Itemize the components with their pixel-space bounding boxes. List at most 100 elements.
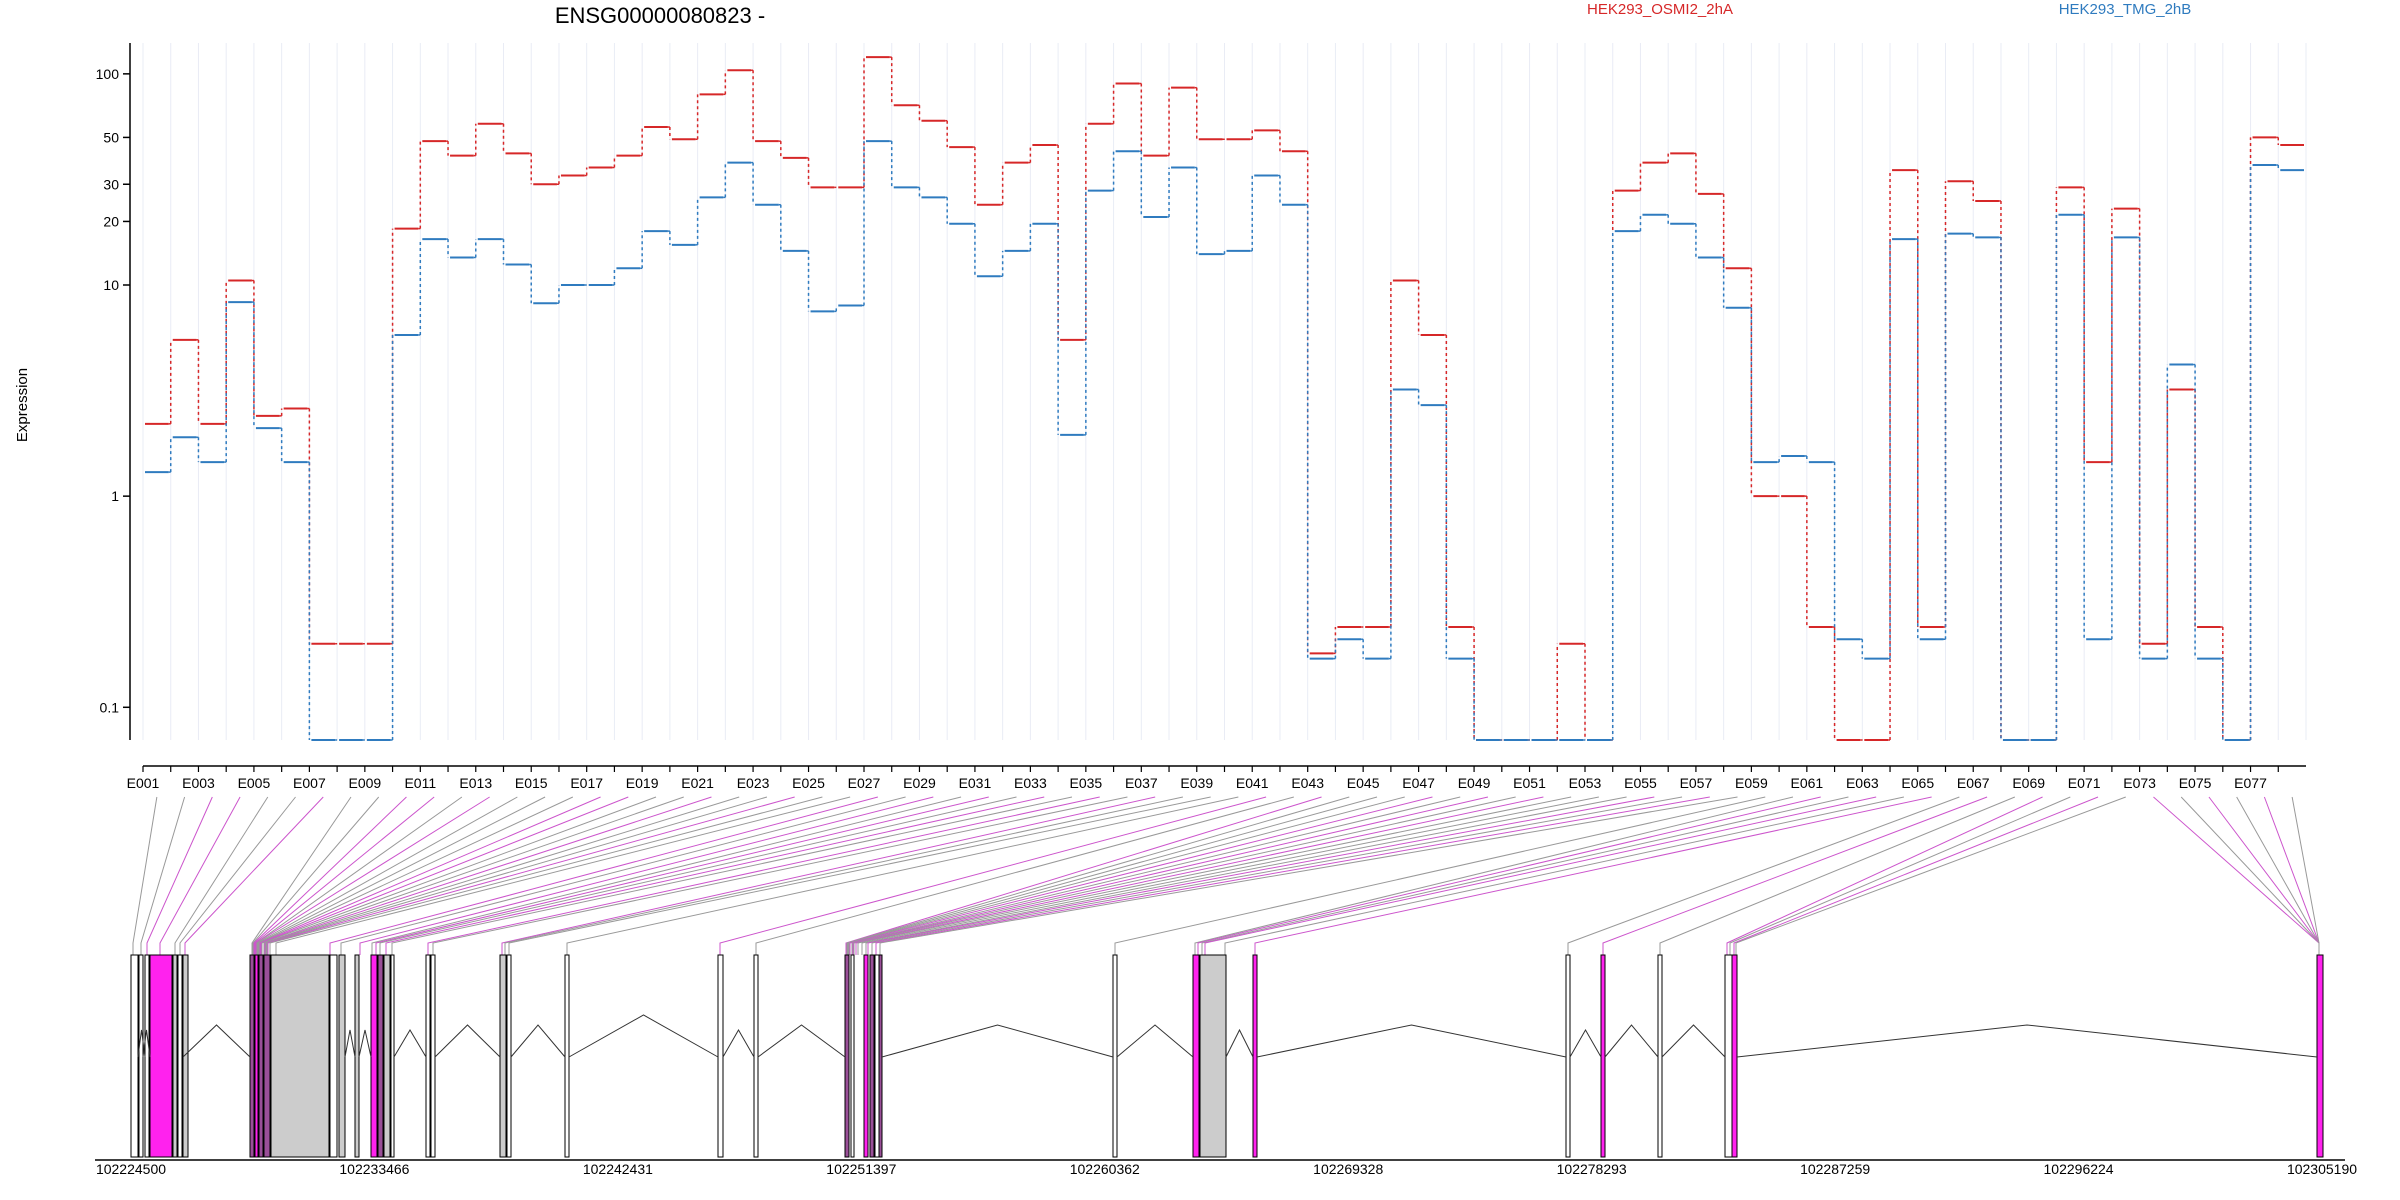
chart-title: ENSG00000080823 -	[555, 3, 765, 28]
x-tick-label: E017	[570, 775, 603, 791]
exon-box	[182, 954, 189, 1158]
y-axis-label: Expression	[14, 368, 31, 442]
x-tick-label: E013	[459, 775, 492, 791]
exon-box	[249, 954, 255, 1158]
exon-connector-line	[1114, 796, 1766, 955]
intron-line	[1661, 1024, 1726, 1058]
exon-connector-line	[427, 796, 1100, 955]
intron-line	[358, 1029, 372, 1058]
exon-box	[863, 954, 869, 1158]
exon-connector-line	[267, 796, 795, 955]
exon-connector-line	[252, 796, 380, 955]
intron-line	[434, 1024, 501, 1058]
exon-connector-line	[371, 796, 962, 955]
exon-box	[144, 954, 150, 1158]
exon-connector-line	[508, 796, 1211, 955]
exon-connector-line	[852, 796, 1489, 955]
genomic-position-label: 102296224	[2044, 1161, 2114, 1177]
exon-connector-line	[2208, 796, 2320, 955]
exon-box	[138, 954, 144, 1158]
exon-box	[425, 954, 431, 1158]
intron-line	[182, 1024, 251, 1058]
exon-connector-line	[1197, 796, 1821, 955]
exon-connector-line	[845, 796, 1322, 955]
legend-label-series-b: HEK293_TMG_2hB	[2059, 1, 2192, 18]
genomic-position-label: 102224500	[96, 1161, 166, 1177]
axis-layer: 0.1 1 10 20 30 50 100 E001 E003 E005 E007 E009 E011 E…	[96, 43, 2306, 791]
genomic-position-label: 102233466	[339, 1161, 409, 1177]
exon-connector-line	[359, 796, 934, 955]
exon-connector-line	[1726, 796, 2043, 955]
x-tick-label: E057	[1680, 775, 1713, 791]
x-tick-label: E011	[404, 775, 436, 791]
exon-connector-line	[184, 796, 324, 955]
genomic-position-label: 102269328	[1313, 1161, 1383, 1177]
y-tick-label: 20	[103, 213, 119, 229]
x-tick-label: E053	[1569, 775, 1602, 791]
exon-box	[383, 954, 391, 1158]
exon-connector-line	[855, 796, 1544, 955]
exon-box	[874, 954, 880, 1158]
intron-line	[344, 1029, 356, 1058]
exon-connector-line	[253, 796, 407, 955]
exon-connector-line	[259, 796, 601, 955]
x-tick-label: E007	[293, 775, 326, 791]
exon-box	[263, 954, 271, 1158]
series-layer	[145, 56, 2304, 741]
exon-box	[878, 954, 883, 1158]
intron-line	[1256, 1024, 1567, 1058]
exon-connector-line	[875, 796, 1710, 955]
exon-connector-line	[391, 796, 1073, 955]
exon-connector-line	[1204, 796, 1877, 955]
x-tick-label: E037	[1125, 775, 1158, 791]
exon-connector-line	[275, 796, 851, 955]
x-tick-label: E049	[1458, 775, 1491, 791]
exon-connector-line	[501, 796, 1156, 955]
exon-connector-line	[269, 796, 823, 955]
genomic-position-label: 102260362	[1070, 1161, 1140, 1177]
exon-connector-line	[264, 796, 712, 955]
exon-box	[753, 954, 759, 1158]
x-tick-label: E061	[1790, 775, 1823, 791]
exon-connector-line	[260, 796, 629, 955]
x-tick-label: E021	[681, 775, 714, 791]
y-tick-label: 0.1	[100, 699, 120, 715]
exon-box	[430, 954, 436, 1158]
exon-box	[329, 954, 338, 1158]
exon-box	[1724, 954, 1733, 1158]
exon-connector-line	[263, 796, 684, 955]
exon-box	[254, 954, 259, 1158]
x-tick-label: E045	[1347, 775, 1380, 791]
y-tick-label: 100	[96, 66, 120, 82]
x-tick-label: E063	[1846, 775, 1879, 791]
x-tick-label: E055	[1624, 775, 1657, 791]
exon-connector-line	[146, 796, 213, 955]
exon-connector-line	[132, 796, 158, 955]
intron-line	[1116, 1024, 1194, 1058]
y-tick-label: 1	[111, 488, 119, 504]
exon-connector-line	[385, 796, 1045, 955]
exon-box	[1731, 954, 1738, 1158]
x-tick-label: E033	[1014, 775, 1047, 791]
intron-line	[1225, 1028, 1254, 1058]
exon-connector-line	[255, 796, 490, 955]
exon-connector-line	[254, 796, 435, 955]
exon-connector-line	[265, 796, 740, 955]
x-tick-label: E029	[903, 775, 936, 791]
exon-connector-line	[1735, 796, 2126, 955]
intron-line	[510, 1024, 566, 1058]
exon-connector-line	[159, 796, 241, 955]
exon-connector-line	[2291, 796, 2320, 955]
x-tick-label: E071	[2068, 775, 2101, 791]
x-tick-label: E009	[348, 775, 381, 791]
exon-box	[1565, 954, 1571, 1158]
exon-box	[869, 954, 875, 1158]
exon-connector-line	[857, 796, 1572, 955]
exon-connector-line	[846, 796, 1350, 955]
exon-connector-line	[504, 796, 1184, 955]
exon-connector-line	[867, 796, 1655, 955]
x-tick-label: E039	[1180, 775, 1213, 791]
exon-box	[354, 954, 360, 1158]
intron-line	[1604, 1024, 1659, 1058]
